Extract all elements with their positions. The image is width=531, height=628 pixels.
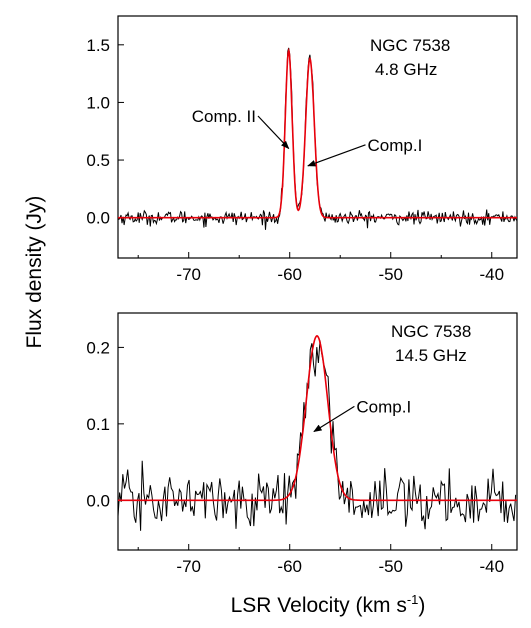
source-name-label: NGC 7538 <box>391 322 471 341</box>
observed-spectrum-line <box>117 47 518 230</box>
x-tick-label: -70 <box>176 557 201 576</box>
annotation-arrow <box>307 144 366 167</box>
axis-ticks: -70 -60 -50 -40 0.0 0.1 0.2 <box>86 338 504 576</box>
panel-14p5ghz: -70 -60 -50 -400.00.10.2 NGC 7538 14.5 GHz … <box>86 312 518 576</box>
y-tick-label: 0.2 <box>86 338 110 357</box>
annotation-arrow <box>313 405 355 433</box>
x-tick-label: -60 <box>277 557 302 576</box>
y-tick-label: 0.0 <box>86 209 110 228</box>
component-label: Comp.I <box>368 136 423 155</box>
x-tick-label: -40 <box>479 557 504 576</box>
component-annotations: Comp.I <box>313 397 411 433</box>
observed-spectrum-line <box>117 340 517 531</box>
panel-4p8ghz: -70 -60 -50 -40 0.0 0.5 1.0 1.5 NGC 7538 4.8 GH… <box>86 15 518 284</box>
frequency-label: 4.8 GHz <box>375 60 437 79</box>
gaussian-fit-line <box>118 335 517 502</box>
x-axis-title-superscript: -1 <box>407 592 419 607</box>
y-tick-label: 1.0 <box>86 93 110 112</box>
frequency-label: 14.5 GHz <box>395 346 467 365</box>
source-name-label: NGC 7538 <box>370 36 450 55</box>
component-annotations: Comp. II Comp.I <box>192 107 423 167</box>
annotation-arrow <box>257 115 290 150</box>
y-tick-label: 0.1 <box>86 415 110 434</box>
y-tick-label: 0.5 <box>86 151 110 170</box>
y-tick-label: 0.0 <box>86 491 110 510</box>
component-label: Comp. II <box>192 107 256 126</box>
plot-frame <box>117 15 518 259</box>
x-tick-label: -40 <box>479 265 504 284</box>
y-tick-label: 1.5 <box>86 36 110 55</box>
x-tick-label: -70 <box>176 265 201 284</box>
axis-ticks: -70 -60 -50 -40 0.0 0.5 1.0 1.5 <box>86 36 504 284</box>
plot-frame <box>117 312 518 551</box>
gaussian-fit-line <box>118 47 517 219</box>
component-label: Comp.I <box>356 397 411 416</box>
x-tick-label: -60 <box>277 265 302 284</box>
y-axis-title: Flux density (Jy) <box>23 196 46 349</box>
x-tick-label: -50 <box>378 557 403 576</box>
x-tick-label: -50 <box>378 265 403 284</box>
x-axis-title: LSR Velocity (km s-1) <box>231 592 426 617</box>
